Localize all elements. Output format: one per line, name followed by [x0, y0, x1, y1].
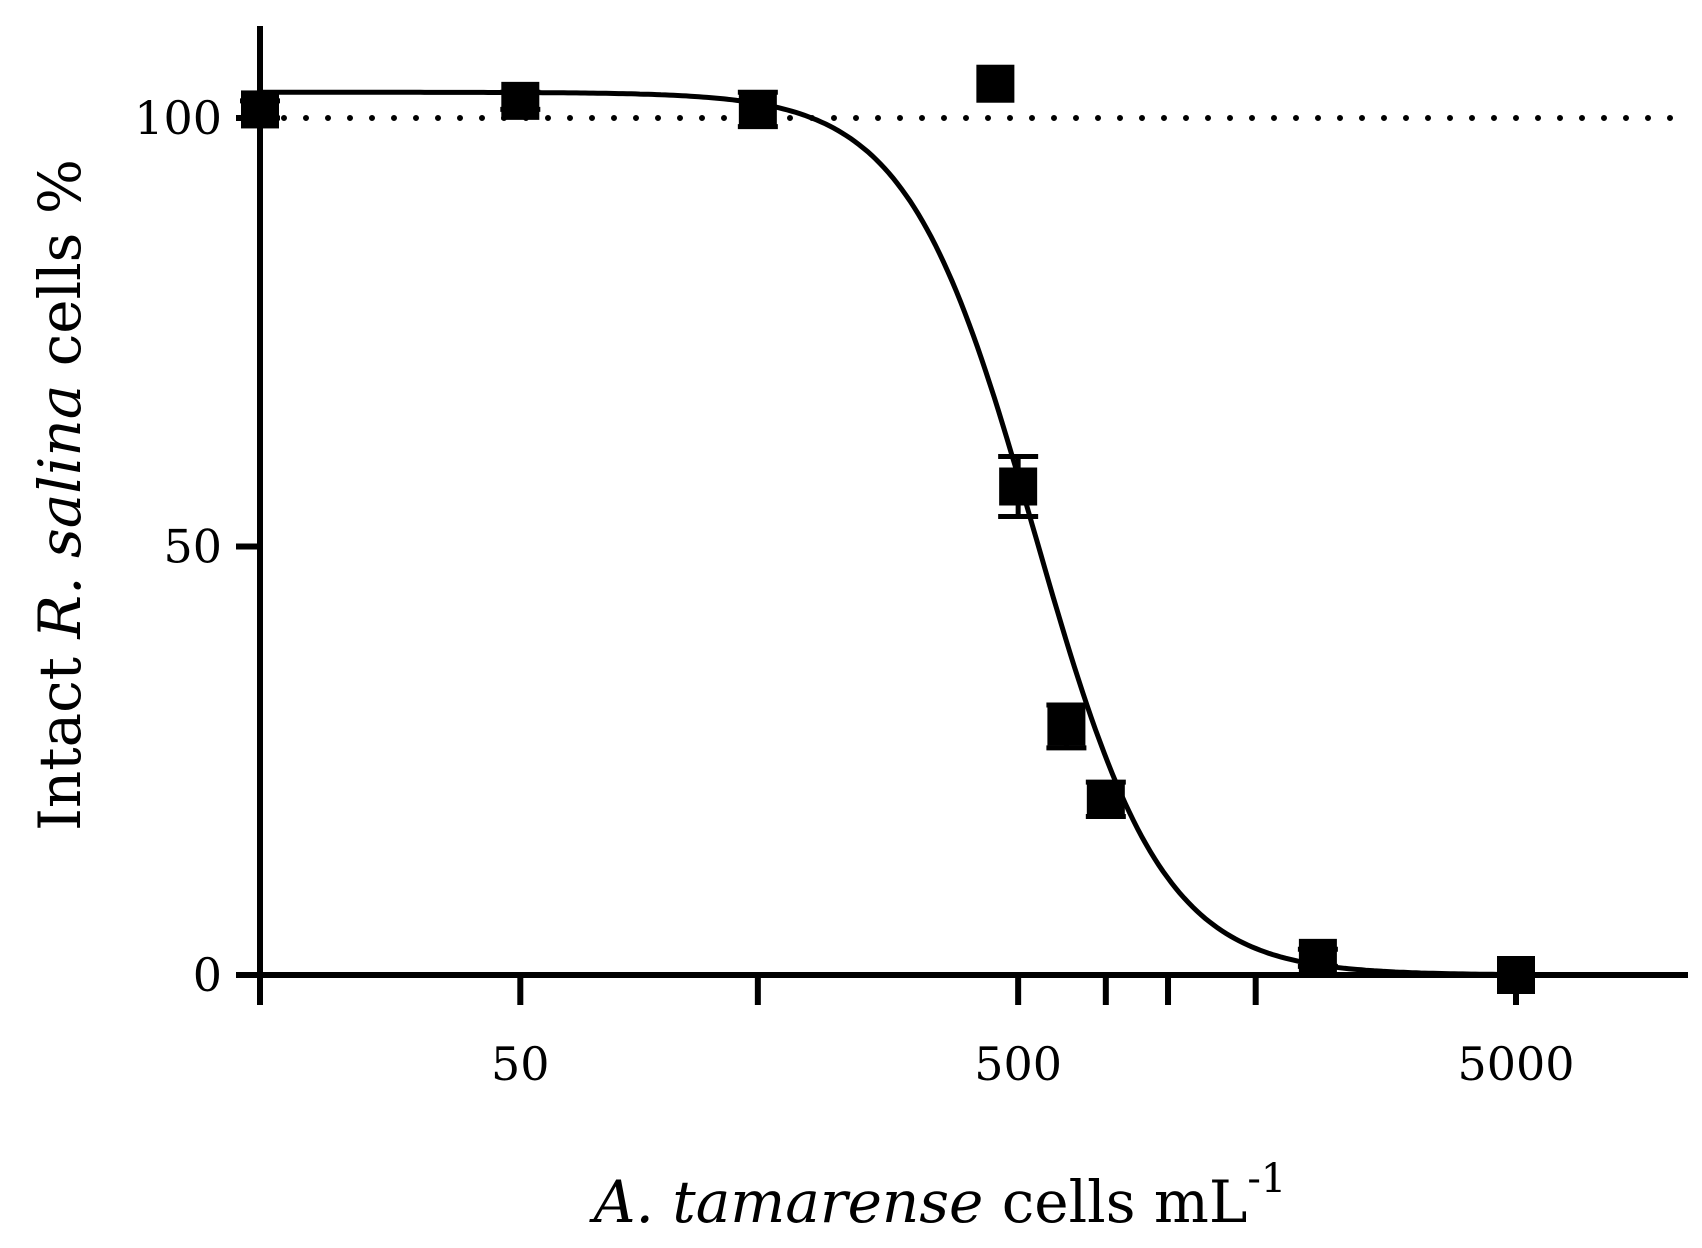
data-point-4 — [999, 467, 1038, 506]
y-tick-label-50: 50 — [163, 520, 222, 574]
x-axis-title: A. tamarense cells mL-1 — [589, 1156, 1287, 1236]
data-points-layer — [240, 64, 1535, 994]
y-axis-title-part-2: cells % — [26, 159, 94, 385]
y-axis-title-part-1: R. salina — [26, 385, 94, 640]
axes-layer — [236, 26, 1688, 1005]
x-axis-title-part-0: A. tamarense — [589, 1168, 984, 1236]
data-point-5 — [1047, 707, 1086, 746]
fit-curve — [260, 89, 1526, 978]
data-point-6 — [1086, 780, 1125, 819]
data-point-1 — [501, 81, 540, 120]
x-axis-title-part-1: cells mL — [983, 1168, 1247, 1236]
x-axis-title-part-2: -1 — [1247, 1156, 1286, 1202]
x-tick-label-50: 50 — [491, 1037, 550, 1091]
y-axis-title-part-0: Intact — [26, 639, 94, 831]
fit-curve-layer — [260, 89, 1526, 978]
y-tick-label-0: 0 — [193, 948, 222, 1002]
y-tick-label-100: 100 — [134, 91, 222, 145]
data-point-7 — [1298, 938, 1337, 977]
data-point-2 — [738, 90, 777, 129]
data-point-3 — [976, 64, 1015, 103]
x-tick-label-5000: 5000 — [1457, 1037, 1574, 1091]
axis-text-layer: 0 50 100 50 500 5000 A. tamarense cells mL-1 In… — [26, 91, 1575, 1236]
x-tick-label-500: 500 — [974, 1037, 1062, 1091]
y-axis-title: Intact R. salina cells % — [26, 159, 94, 831]
